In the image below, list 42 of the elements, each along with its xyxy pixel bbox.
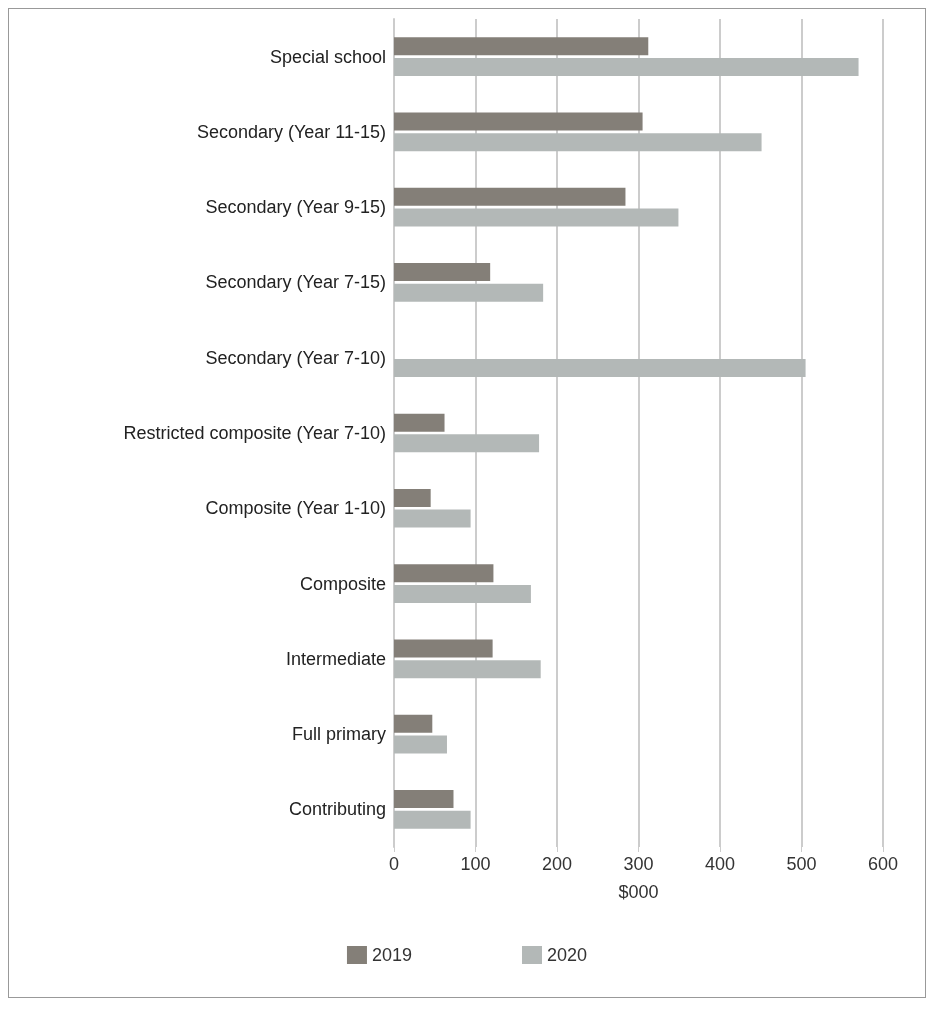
bar (394, 112, 643, 131)
bar (394, 434, 540, 453)
y-tick-label: Contributing (288, 799, 386, 820)
y-tick-label: Secondary (Year 7-15) (205, 272, 386, 293)
bar (394, 735, 447, 754)
bar (394, 413, 445, 432)
bar (394, 639, 493, 658)
y-tick-label: Secondary (Year 11-15) (196, 121, 386, 142)
bar (394, 488, 431, 507)
x-tick-label: 400 (704, 854, 736, 874)
y-tick-label: Intermediate (285, 648, 386, 669)
bar (394, 263, 491, 282)
x-tick-label: 200 (541, 854, 573, 874)
y-tick-label: Secondary (Year 7-10) (205, 347, 386, 368)
bar (394, 660, 541, 679)
x-axis-title: $000 (618, 882, 659, 902)
y-tick-label: Composite (299, 573, 386, 594)
x-tick-label: 300 (623, 854, 654, 874)
x-tick-label: 500 (786, 854, 817, 874)
bar (394, 359, 806, 378)
bar (394, 187, 626, 206)
y-tick-label: Composite (Year 1-10) (205, 498, 386, 519)
bar (394, 584, 531, 603)
bar (394, 283, 544, 302)
legend-label: 2020 (547, 945, 588, 965)
y-tick-label: Full primary (291, 724, 386, 745)
bar (394, 564, 494, 583)
bar (394, 509, 471, 528)
bar (394, 37, 649, 56)
bar (394, 790, 454, 809)
x-tick-label: 100 (460, 854, 491, 874)
y-tick-label: Secondary (Year 9-15) (205, 197, 386, 218)
y-tick-label: Special school (269, 46, 386, 67)
bar (394, 208, 679, 227)
bar (394, 810, 471, 829)
bar (394, 57, 859, 76)
x-tick-label: 0 (388, 854, 400, 874)
x-tick-label: 600 (867, 854, 899, 874)
legend-label: 2019 (371, 945, 412, 965)
y-tick-label: Restricted composite (Year 7-10) (123, 423, 386, 443)
bar (394, 133, 762, 152)
bar (394, 714, 433, 733)
